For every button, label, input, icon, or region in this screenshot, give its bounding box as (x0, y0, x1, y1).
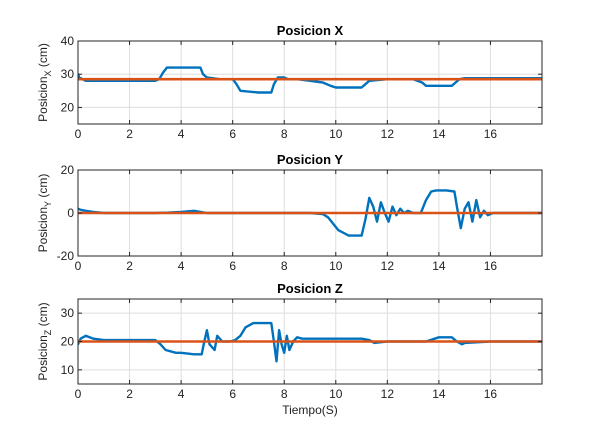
y-axis-label: PosicionX (cm) (36, 43, 53, 122)
x-tick-label-14: 14 (432, 387, 446, 401)
x-tick-label-2: 2 (126, 387, 133, 401)
y-axis-label-unit: (cm) (36, 43, 50, 70)
y-tick-label-20: 20 (61, 100, 75, 114)
y-axis-label-subscript: X (43, 70, 53, 76)
y-axis-label-main: Posicion (36, 76, 50, 121)
chart-title-posicion-y: Posicion Y (277, 152, 344, 167)
x-tick-label-0: 0 (75, 127, 82, 141)
x-tick-label-16: 16 (484, 259, 498, 273)
y-axis-label-subscript: Y (43, 201, 53, 207)
x-tick-label-4: 4 (178, 259, 185, 273)
x-tick-label-8: 8 (281, 259, 288, 273)
x-tick-label-10: 10 (329, 259, 343, 273)
x-tick-label-6: 6 (229, 387, 236, 401)
chart-title-posicion-x: Posicion X (277, 23, 344, 38)
y-axis-label: PosicionY (cm) (36, 174, 53, 253)
x-tick-label-0: 0 (75, 259, 82, 273)
measured-position-line (78, 189, 542, 237)
x-tick-label-6: 6 (229, 259, 236, 273)
y-tick-label-0: 0 (67, 206, 74, 220)
y-tick-label-20: 20 (61, 335, 75, 349)
x-tick-label-6: 6 (229, 127, 236, 141)
x-tick-label-4: 4 (178, 127, 185, 141)
y-tick-label-40: 40 (61, 34, 75, 48)
y-axis-label-subscript: Z (43, 329, 53, 335)
y-tick-label-30: 30 (61, 67, 75, 81)
y-tick-label-20: -20 (57, 249, 75, 263)
x-axis-label: Tiempo(S) (282, 403, 338, 417)
y-axis-label-unit: (cm) (36, 174, 50, 201)
x-tick-label-2: 2 (126, 259, 133, 273)
y-axis-label-main: Posicion (36, 207, 50, 252)
chart-title-posicion-z: Posicion Z (277, 281, 343, 296)
x-tick-label-4: 4 (178, 387, 185, 401)
x-tick-label-2: 2 (126, 127, 133, 141)
y-axis-label: PosicionZ (cm) (36, 302, 53, 380)
y-tick-label-30: 30 (61, 306, 75, 320)
x-tick-label-10: 10 (329, 127, 343, 141)
x-tick-label-8: 8 (281, 127, 288, 141)
x-tick-label-12: 12 (381, 127, 395, 141)
x-tick-label-12: 12 (381, 259, 395, 273)
x-tick-label-16: 16 (484, 387, 498, 401)
x-tick-label-0: 0 (75, 387, 82, 401)
x-tick-label-16: 16 (484, 127, 498, 141)
y-tick-label-20: 20 (61, 163, 75, 177)
x-tick-label-12: 12 (381, 387, 395, 401)
x-tick-label-8: 8 (281, 387, 288, 401)
x-tick-label-14: 14 (432, 259, 446, 273)
y-axis-label-main: Posicion (36, 335, 50, 380)
x-tick-label-14: 14 (432, 127, 446, 141)
axes-frame (77, 40, 543, 125)
plot-area (78, 41, 542, 124)
x-tick-label-10: 10 (329, 387, 343, 401)
y-tick-label-10: 10 (61, 363, 75, 377)
y-axis-label-unit: (cm) (36, 302, 50, 329)
